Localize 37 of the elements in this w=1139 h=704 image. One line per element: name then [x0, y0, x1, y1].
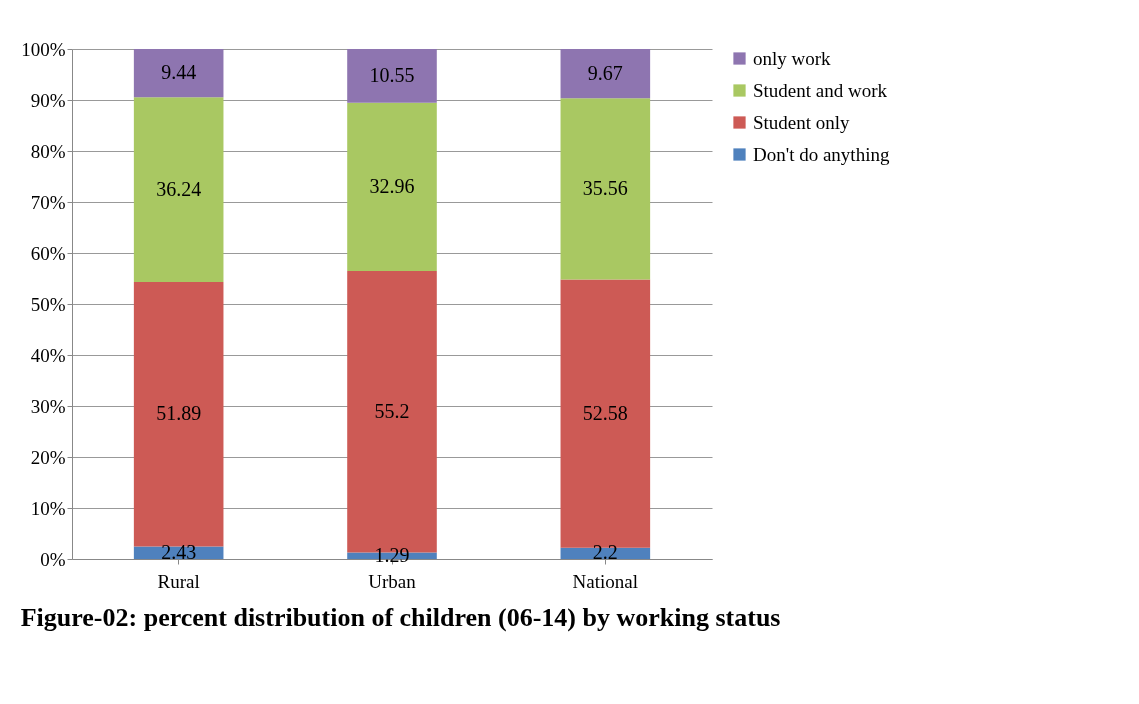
y-tick-label: 80%: [30, 140, 66, 162]
x-tick-label: Urban: [368, 570, 417, 592]
text: Figure-02: percent distribution of children (06-14) by working status: [20, 603, 781, 632]
data-label: 9.67: [587, 61, 623, 84]
data-label: 51.89: [156, 402, 202, 425]
data-label: 9.44: [161, 61, 197, 84]
data-label: 2.2: [592, 541, 618, 564]
data-label: 55.2: [374, 399, 410, 422]
bar: [133, 49, 224, 98]
legend-label: only work: [753, 47, 832, 69]
bar: [133, 97, 224, 282]
bar: [347, 49, 437, 103]
y-tick-label: 40%: [30, 344, 66, 366]
data-label: 52.58: [582, 401, 628, 424]
data-label: 32.96: [369, 174, 415, 197]
legend-label: Student and work: [753, 79, 888, 101]
x-tick-label: National: [572, 570, 639, 592]
bar: [347, 102, 437, 271]
bar: [560, 48, 651, 99]
y-tick-label: 20%: [30, 446, 66, 468]
bar: [560, 98, 651, 280]
data-label: 35.56: [582, 176, 628, 199]
y-tick-label: 50%: [30, 293, 66, 315]
data-label: 10.55: [369, 63, 415, 86]
legend-label: Don't do anything: [753, 143, 890, 165]
y-tick-label: 70%: [30, 191, 66, 213]
y-tick-label: 10%: [30, 497, 66, 519]
y-tick-label: 100%: [21, 38, 66, 60]
legend-label: Student only: [753, 111, 851, 133]
x-tick-label: Rural: [157, 570, 200, 592]
bar: [133, 281, 224, 547]
data-label: 2.43: [161, 540, 197, 563]
y-tick-label: 60%: [30, 242, 66, 264]
y-tick-label: 0%: [40, 548, 66, 570]
data-label: 36.24: [156, 177, 202, 200]
y-tick-label: 90%: [30, 89, 66, 111]
y-tick-label: 30%: [30, 395, 66, 417]
